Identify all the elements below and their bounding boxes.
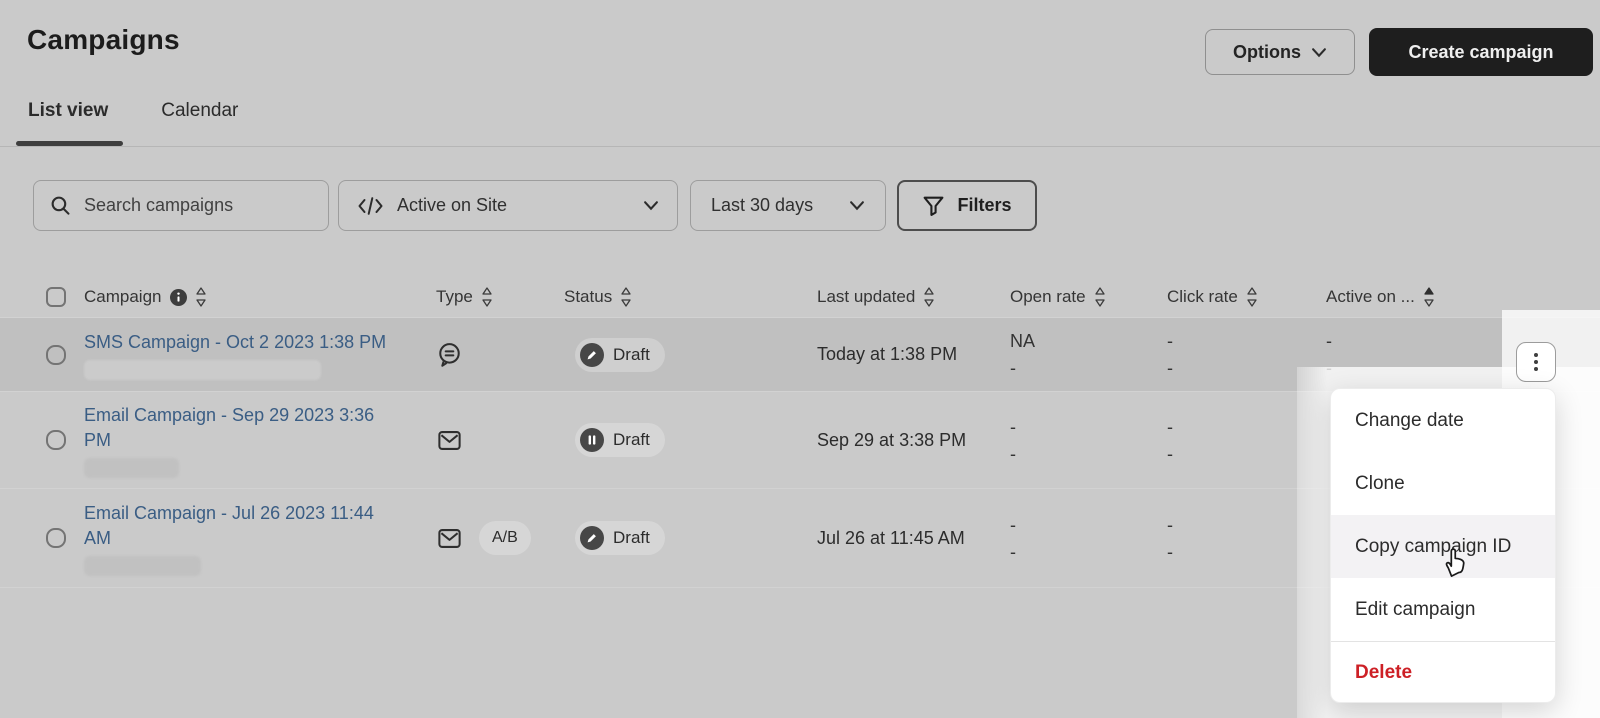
click-rate-cell: - - [1167, 514, 1173, 562]
menu-item-change-date[interactable]: Change date [1355, 409, 1464, 431]
sort-icon[interactable] [923, 286, 935, 308]
click-rate-cell: - - [1167, 331, 1173, 378]
open-rate-cell: - - [1010, 416, 1016, 464]
chevron-down-icon [1311, 47, 1327, 58]
row-checkbox[interactable] [46, 528, 66, 548]
status-badge: Draft [575, 423, 665, 457]
hand-cursor-icon [1440, 546, 1470, 578]
pencil-icon [580, 342, 604, 367]
open-rate-cell: - - [1010, 514, 1016, 562]
redacted-text [84, 457, 179, 478]
code-icon [357, 196, 384, 216]
tab-calendar[interactable]: Calendar [161, 100, 239, 121]
search-input[interactable]: Search campaigns [33, 180, 329, 231]
sort-icon-ascending[interactable] [1423, 286, 1435, 308]
campaign-link[interactable]: SMS Campaign - Oct 2 2023 1:38 PM [84, 331, 387, 352]
create-campaign-button[interactable]: Create campaign [1369, 28, 1593, 76]
table-row[interactable]: Email Campaign - Jul 26 2023 11:44 AM A/… [0, 489, 1600, 587]
ab-test-badge: A/B [479, 521, 531, 555]
menu-item-copy-campaign-id[interactable]: Copy campaign ID [1331, 515, 1555, 578]
funnel-icon [922, 194, 945, 217]
sort-icon[interactable] [1094, 286, 1106, 308]
row-divider [0, 488, 1600, 489]
view-tabs: List view Calendar [28, 100, 238, 122]
row-divider [0, 317, 1600, 318]
redacted-text [84, 555, 201, 576]
email-icon [436, 427, 463, 454]
search-icon [50, 195, 71, 216]
row-actions-menu: Change date Clone Copy campaign ID Edit … [1330, 388, 1556, 703]
campaign-link[interactable]: Email Campaign - Jul 26 2023 11:44 AM [84, 502, 374, 548]
integration-dropdown-value: Active on Site [397, 195, 508, 215]
sms-icon [436, 341, 463, 368]
last-updated-cell: Today at 1:38 PM [817, 344, 958, 364]
status-label: Draft [613, 528, 650, 547]
open-rate-cell: NA - [1010, 331, 1036, 378]
pencil-icon [580, 526, 604, 550]
tabs-divider [0, 146, 1600, 147]
column-header-open-rate[interactable]: Open rate [1010, 277, 1106, 317]
column-header-status[interactable]: Status [564, 277, 632, 317]
row-checkbox[interactable] [46, 344, 66, 365]
table-header: Campaign Type Status Last updated [0, 277, 1600, 317]
chevron-down-icon [643, 200, 659, 211]
column-header-click-rate[interactable]: Click rate [1167, 277, 1258, 317]
last-updated-cell: Sep 29 at 3:38 PM [817, 429, 967, 450]
campaign-link[interactable]: Email Campaign - Sep 29 2023 3:36 PM [84, 404, 375, 450]
filters-button-label: Filters [957, 195, 1012, 215]
email-icon [436, 525, 463, 552]
select-all-checkbox[interactable] [46, 287, 66, 307]
search-placeholder: Search campaigns [84, 195, 234, 215]
page-title: Campaigns [27, 24, 180, 55]
chevron-down-icon [849, 200, 865, 211]
options-button[interactable]: Options [1205, 29, 1355, 75]
active-tab-underline [16, 141, 123, 146]
column-header-campaign[interactable]: Campaign [84, 277, 207, 317]
row-checkbox[interactable] [46, 430, 66, 450]
status-label: Draft [613, 344, 650, 364]
column-header-last-updated[interactable]: Last updated [817, 277, 935, 317]
sort-icon[interactable] [1246, 286, 1258, 308]
sort-icon[interactable] [620, 286, 632, 308]
menu-item-clone[interactable]: Clone [1355, 472, 1405, 494]
status-badge: Draft [575, 521, 665, 555]
sort-icon[interactable] [195, 286, 207, 308]
info-icon[interactable] [169, 288, 187, 306]
date-range-dropdown[interactable]: Last 30 days [690, 180, 886, 231]
pause-icon [580, 428, 604, 452]
redacted-text [84, 359, 321, 380]
table-row[interactable]: Email Campaign - Sep 29 2023 3:36 PM Dra… [0, 392, 1600, 488]
menu-item-delete[interactable]: Delete [1331, 641, 1555, 702]
last-updated-cell: Jul 26 at 11:45 AM [817, 527, 965, 548]
click-rate-cell: - - [1167, 416, 1173, 464]
tab-list-view[interactable]: List view [28, 100, 109, 121]
row-divider [0, 391, 1600, 392]
status-badge: Draft [575, 337, 665, 372]
create-campaign-label: Create campaign [1408, 41, 1554, 62]
options-button-label: Options [1233, 41, 1301, 62]
menu-item-edit-campaign[interactable]: Edit campaign [1355, 598, 1476, 620]
status-label: Draft [613, 430, 650, 449]
sort-icon[interactable] [481, 286, 493, 308]
column-header-type[interactable]: Type [436, 277, 493, 317]
table-bottom-divider [0, 587, 1600, 588]
date-range-value: Last 30 days [711, 195, 814, 215]
filters-button[interactable]: Filters [897, 180, 1037, 231]
column-header-active-on[interactable]: Active on ... [1326, 277, 1435, 317]
row-actions-button[interactable] [1516, 342, 1556, 382]
integration-dropdown[interactable]: Active on Site [338, 180, 678, 231]
